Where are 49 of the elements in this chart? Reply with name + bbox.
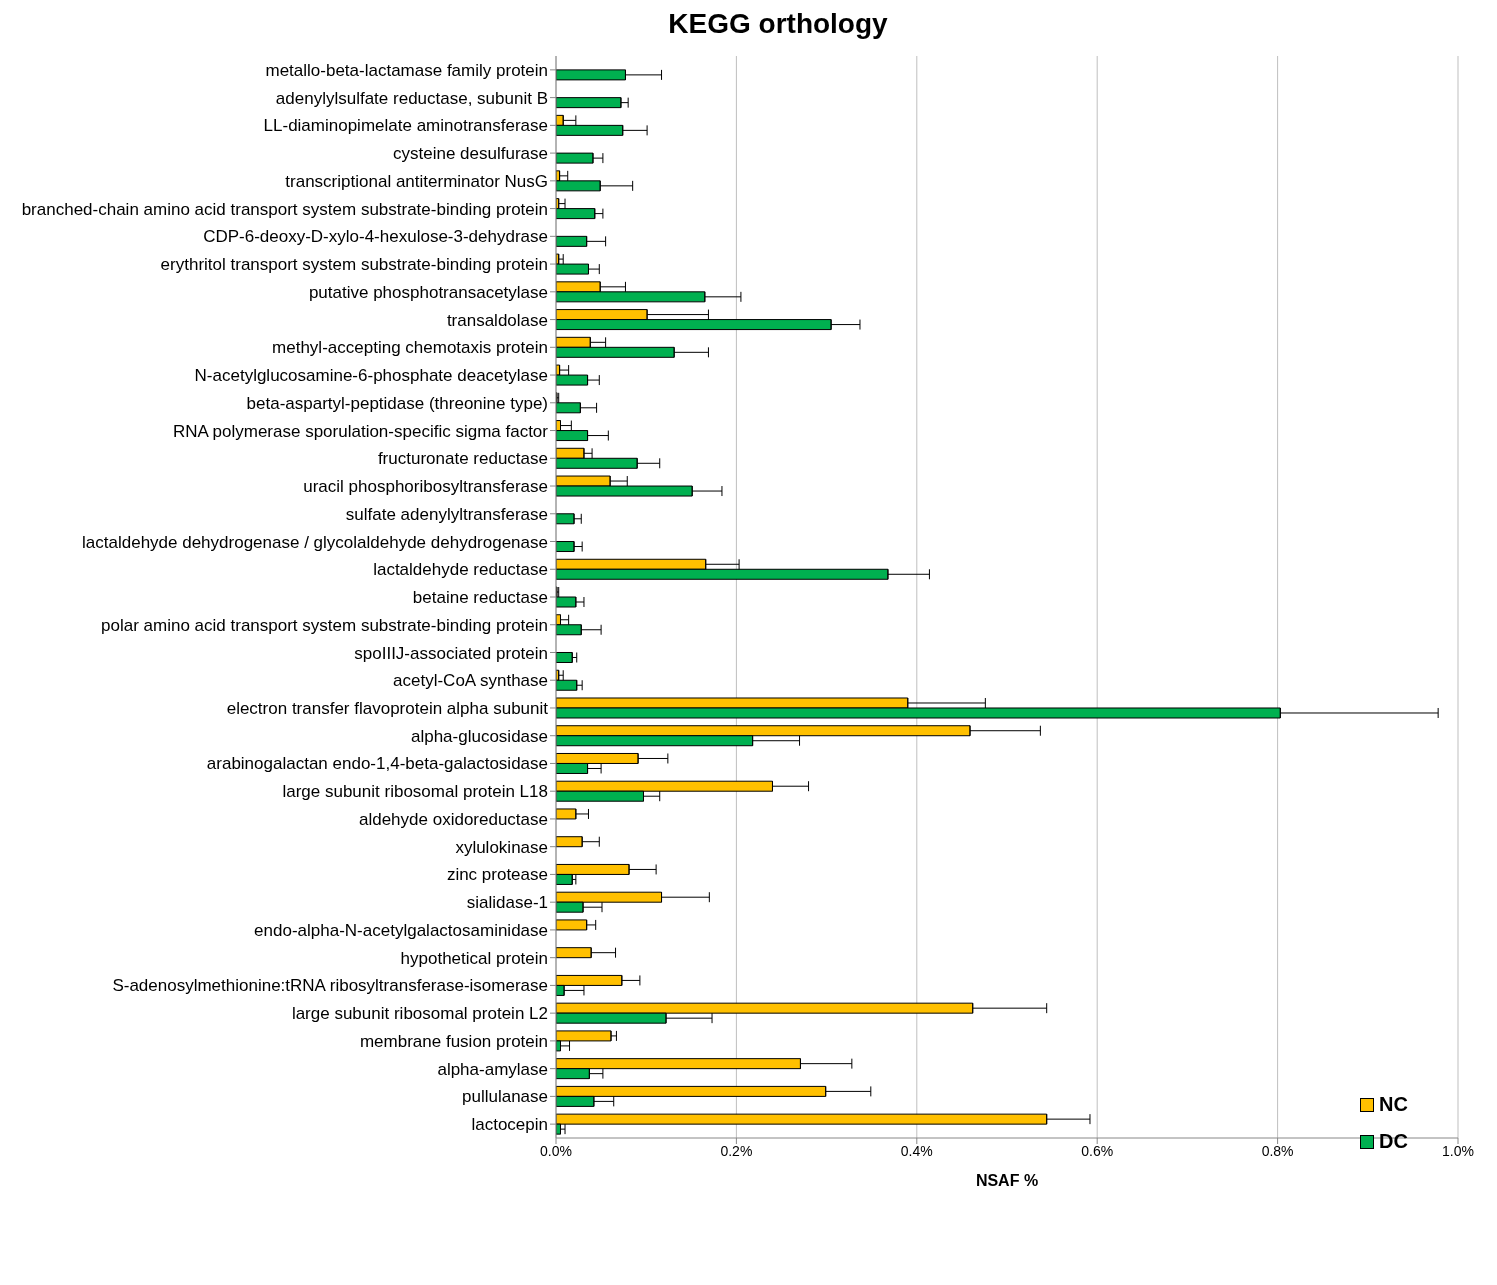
- x-tick-label: 0.8%: [1261, 1142, 1294, 1159]
- y-tick-label: arabinogalactan endo-1,4-beta-galactosidase: [206, 754, 548, 774]
- y-tick-label: branched-chain amino acid transport system substrate-binding protein: [21, 199, 548, 219]
- x-tick-label: 0.4%: [900, 1142, 933, 1159]
- y-tick-label: lactaldehyde dehydrogenase / glycolaldehyde dehydrogenase: [82, 532, 548, 552]
- y-tick-label: adenylylsulfate reductase, subunit B: [275, 88, 548, 108]
- y-tick-label: methyl-accepting chemotaxis protein: [272, 338, 548, 358]
- y-tick-label: zinc protease: [446, 865, 548, 885]
- y-tick-label: polar amino acid transport system substrate-binding protein: [101, 615, 548, 635]
- y-tick-label: putative phosphotransacetylase: [308, 282, 548, 302]
- y-tick-label: alpha-amylase: [437, 1059, 548, 1079]
- y-tick-label: pullulanase: [461, 1087, 548, 1107]
- y-tick-label: membrane fusion protein: [359, 1031, 548, 1051]
- y-tick-label: acetyl-CoA synthase: [393, 671, 548, 691]
- y-tick-label: alpha-glucosidase: [410, 726, 548, 746]
- y-tick-label: fructuronate reductase: [377, 449, 548, 469]
- y-tick-label: sulfate adenylyltransferase: [345, 504, 548, 524]
- y-tick-label: large subunit ribosomal protein L18: [282, 782, 548, 802]
- y-tick-label: betaine reductase: [412, 588, 548, 608]
- x-tick-label: 0.6%: [1081, 1142, 1114, 1159]
- x-tick-label: 0.2%: [720, 1142, 753, 1159]
- y-tick-label: aldehyde oxidoreductase: [358, 809, 548, 829]
- y-tick-label: large subunit ribosomal protein L2: [291, 1004, 548, 1024]
- y-tick-label: transcriptional antiterminator NusG: [285, 171, 548, 191]
- legend-label: NC: [1379, 1093, 1408, 1116]
- y-tick-label: metallo-beta-lactamase family protein: [265, 60, 548, 80]
- y-tick-label: uracil phosphoribosyltransferase: [303, 477, 548, 497]
- y-tick-label: RNA polymerase sporulation-specific sigma factor: [172, 421, 549, 441]
- chart-title: KEGG orthology: [667, 8, 889, 41]
- y-tick-label: lactaldehyde reductase: [373, 560, 548, 580]
- y-tick-label: LL-diaminopimelate aminotransferase: [263, 116, 548, 136]
- y-tick-label: cysteine desulfurase: [393, 144, 548, 164]
- y-tick-label: beta-aspartyl-peptidase (threonine type): [246, 393, 548, 413]
- legend-label: DC: [1379, 1130, 1408, 1153]
- y-tick-label: electron transfer flavoprotein alpha subunit: [226, 699, 549, 719]
- y-tick-label: lactocepin: [471, 1115, 548, 1135]
- y-tick-label: erythritol transport system substrate-binding protein: [160, 255, 548, 275]
- x-axis-title: NSAF %: [975, 1172, 1039, 1189]
- y-tick-label: spoIIIJ-associated protein: [354, 643, 548, 663]
- x-tick-label: 1.0%: [1442, 1142, 1474, 1159]
- y-tick-label: endo-alpha-N-acetylgalactosaminidase: [254, 920, 548, 940]
- y-tick-label: S-adenosylmethionine:tRNA ribosyltransferase-isomerase: [112, 976, 548, 996]
- y-tick-label: sialidase-1: [466, 893, 548, 913]
- y-tick-label: CDP-6-deoxy-D-xylo-4-hexulose-3-dehydrase: [203, 227, 548, 247]
- x-tick-label: 0.0%: [540, 1142, 572, 1159]
- y-tick-label: transaldolase: [446, 310, 548, 330]
- y-tick-label: hypothetical protein: [400, 948, 548, 968]
- y-tick-label: xylulokinase: [455, 837, 548, 857]
- y-tick-label: N-acetylglucosamine-6-phosphate deacetylase: [194, 366, 548, 386]
